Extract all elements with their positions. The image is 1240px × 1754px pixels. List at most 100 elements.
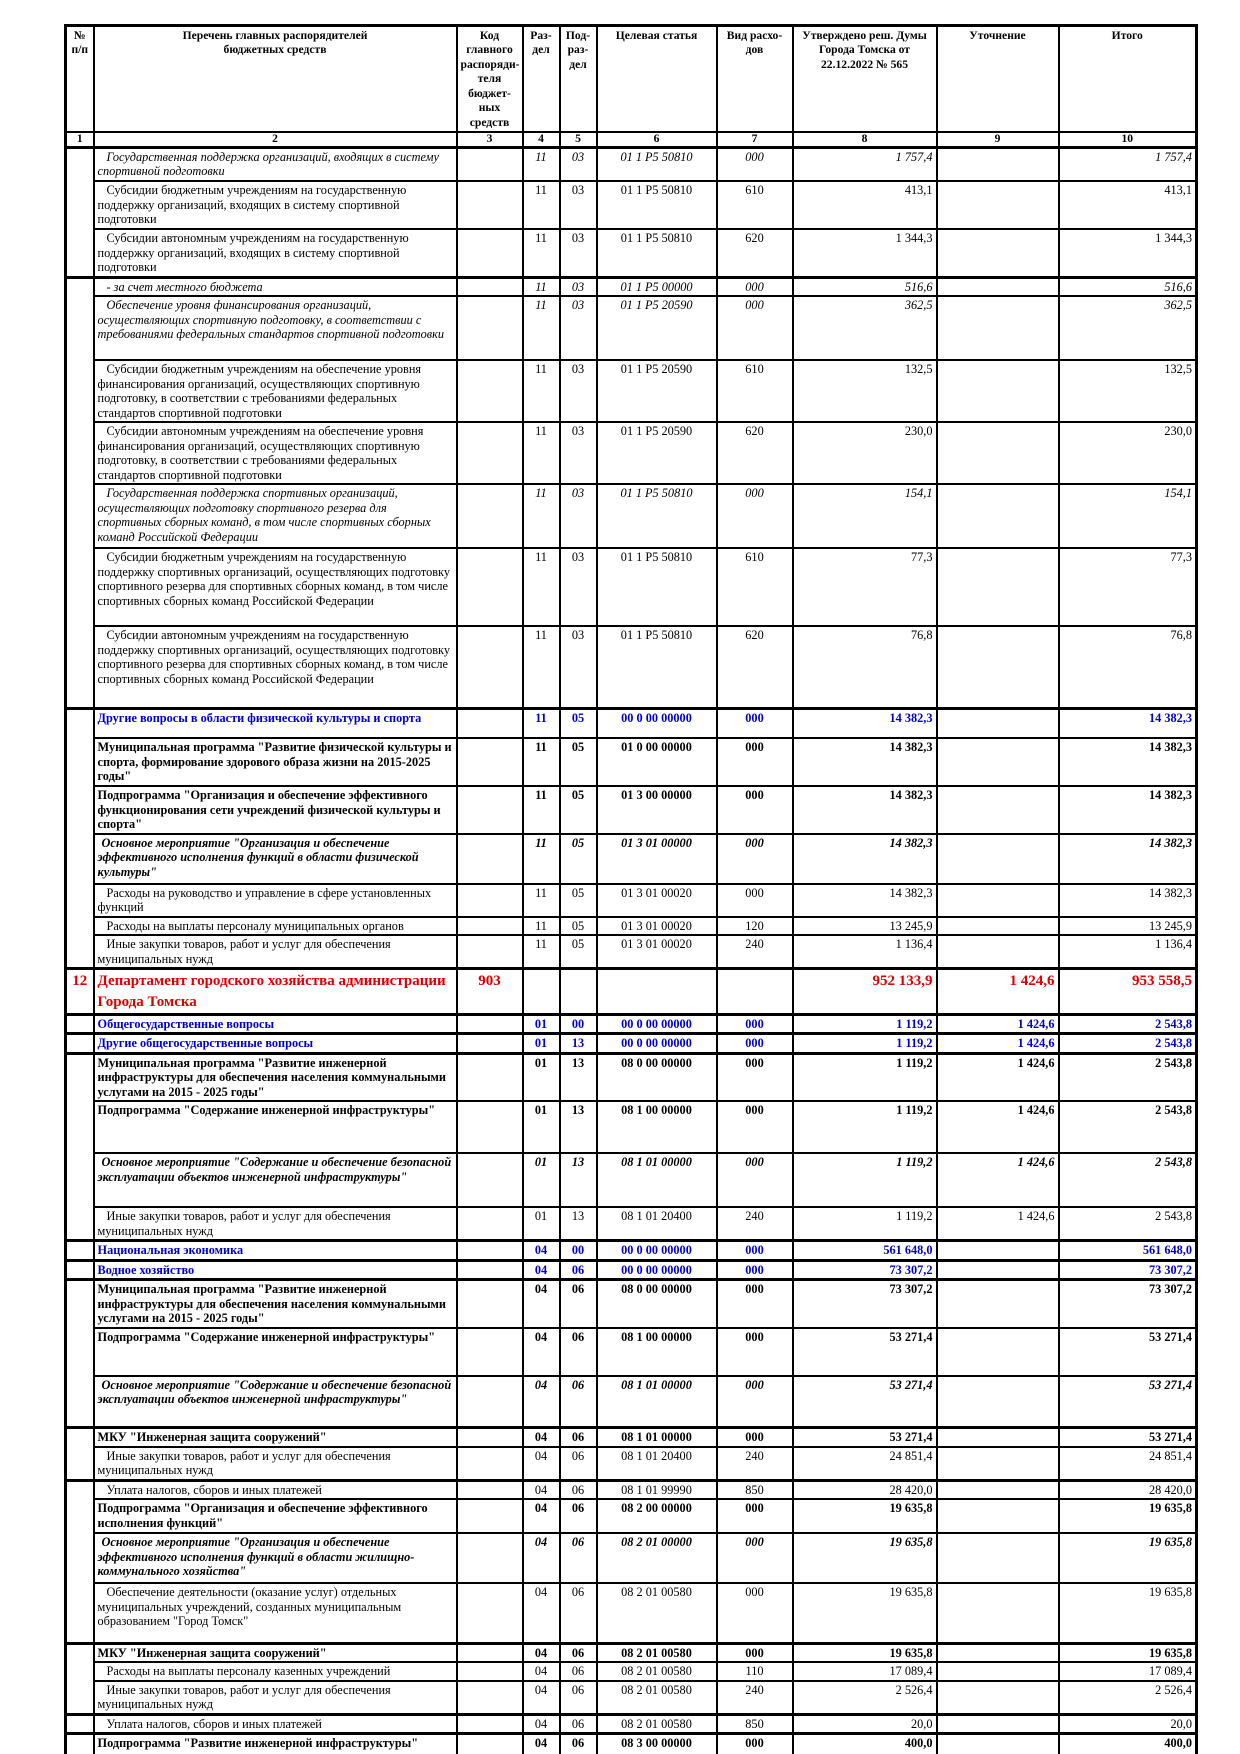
col-header-podrazdel: Под- раз- дел xyxy=(558,24,598,134)
table-row: Субсидии бюджетным учреждениям на госуда… xyxy=(64,547,1198,628)
cell-grbs-code xyxy=(455,1012,524,1035)
cell-expense-type: 000 xyxy=(715,1239,794,1262)
table-row: Подпрограмма "Развитие инженерной инфрас… xyxy=(64,1732,1198,1754)
cell-grbs-name: Департамент городского хозяйства админис… xyxy=(92,967,458,1016)
cell-approved-amount: 19 635,8 xyxy=(791,1532,938,1585)
cell-row-number xyxy=(64,833,95,884)
cell-razdel: 11 xyxy=(521,483,561,550)
cell-razdel: 11 xyxy=(521,547,561,628)
cell-approved-amount: 14 382,3 xyxy=(791,785,938,835)
cell-razdel: 04 xyxy=(521,1661,561,1682)
cell-target-article: 01 1 Р5 20590 xyxy=(595,295,718,362)
cell-grbs-name: Национальная экономика xyxy=(92,1239,458,1262)
cell-approved-amount: 400,0 xyxy=(791,1732,938,1754)
cell-adjustment-amount: 1 424,6 xyxy=(935,1051,1060,1103)
cell-target-article: 08 3 00 00000 xyxy=(595,1732,718,1754)
cell-target-article: 01 1 Р5 50810 xyxy=(595,547,718,628)
cell-grbs-name: Расходы на руководство и управление в сф… xyxy=(92,882,458,918)
cell-approved-amount: 516,6 xyxy=(791,275,938,298)
cell-target-article: 01 1 Р5 20590 xyxy=(595,359,718,424)
cell-target-article: 08 1 00 00000 xyxy=(595,1100,718,1155)
cell-approved-amount: 1 344,3 xyxy=(791,228,938,279)
cell-approved-amount: 362,5 xyxy=(791,295,938,362)
col-number: 4 xyxy=(521,131,561,149)
header-label-row: № п/п Перечень главных распорядителей бю… xyxy=(64,24,1198,134)
cell-target-article: 01 1 Р5 00000 xyxy=(595,275,718,298)
cell-approved-amount: 132,5 xyxy=(791,359,938,424)
cell-grbs-name: Государственная поддержка организаций, в… xyxy=(92,146,458,183)
cell-grbs-code xyxy=(455,146,524,183)
cell-target-article: 01 1 Р5 50810 xyxy=(595,483,718,550)
cell-approved-amount: 154,1 xyxy=(791,483,938,550)
cell-grbs-name: Расходы на выплаты персоналу муниципальн… xyxy=(92,915,458,937)
cell-approved-amount: 1 119,2 xyxy=(791,1152,938,1209)
cell-approved-amount: 413,1 xyxy=(791,180,938,231)
cell-adjustment-amount xyxy=(935,785,1060,835)
cell-expense-type: 000 xyxy=(715,1100,794,1155)
cell-razdel: 11 xyxy=(521,737,561,788)
col-number: 10 xyxy=(1057,131,1198,149)
cell-total-amount: 14 382,3 xyxy=(1057,737,1198,788)
cell-target-article: 01 1 Р5 50810 xyxy=(595,146,718,183)
cell-razdel: 11 xyxy=(521,146,561,183)
table-row: Субсидии бюджетным учреждениям на обеспе… xyxy=(64,359,1198,424)
cell-target-article: 08 1 01 00000 xyxy=(595,1152,718,1209)
cell-podrazdel: 13 xyxy=(558,1100,598,1155)
cell-podrazdel: 06 xyxy=(558,1374,598,1429)
cell-row-number xyxy=(64,1153,95,1208)
cell-approved-amount: 73 307,2 xyxy=(791,1258,938,1281)
cell-grbs-code xyxy=(455,1641,524,1664)
cell-row-number xyxy=(64,275,95,297)
table-row: Национальная экономика 04 00 00 0 00 000… xyxy=(64,1239,1198,1262)
cell-approved-amount: 14 382,3 xyxy=(791,832,938,885)
cell-razdel: 01 xyxy=(521,1051,561,1103)
cell-podrazdel: 05 xyxy=(558,832,598,885)
cell-total-amount: 2 526,4 xyxy=(1057,1679,1198,1716)
cell-grbs-code xyxy=(455,1732,524,1754)
cell-adjustment-amount xyxy=(935,882,1060,918)
cell-expense-type: 620 xyxy=(715,228,794,279)
cell-row-number xyxy=(64,1375,95,1428)
cell-target-article: 08 2 01 00580 xyxy=(595,1641,718,1664)
cell-row-number xyxy=(64,1583,95,1644)
cell-total-amount: 2 543,8 xyxy=(1057,1206,1198,1242)
cell-podrazdel: 06 xyxy=(558,1498,598,1535)
cell-row-number xyxy=(64,1641,95,1663)
cell-razdel: 01 xyxy=(521,1152,561,1209)
cell-target-article: 01 1 Р5 50810 xyxy=(595,180,718,231)
cell-expense-type: 000 xyxy=(715,1582,794,1645)
cell-razdel: 11 xyxy=(521,359,561,424)
cell-approved-amount: 53 271,4 xyxy=(791,1326,938,1377)
cell-target-article xyxy=(595,967,718,1016)
cell-expense-type: 000 xyxy=(715,483,794,550)
cell-podrazdel: 03 xyxy=(558,359,598,424)
cell-grbs-name: Субсидии автономным учреждениям на госуд… xyxy=(92,625,458,710)
cell-razdel: 04 xyxy=(521,1426,561,1448)
cell-grbs-name: Другие вопросы в области физической куль… xyxy=(92,706,458,740)
cell-grbs-code xyxy=(455,1051,524,1103)
cell-adjustment-amount xyxy=(935,1426,1060,1448)
table-row: Расходы на выплаты персоналу казенных уч… xyxy=(64,1661,1198,1682)
cell-podrazdel: 00 xyxy=(558,1239,598,1262)
cell-grbs-code xyxy=(455,1445,524,1482)
cell-row-number xyxy=(64,1207,95,1241)
col-number: 1 xyxy=(64,131,95,149)
cell-total-amount: 77,3 xyxy=(1057,547,1198,628)
cell-row-number xyxy=(64,1533,95,1584)
cell-grbs-name: - за счет местного бюджета xyxy=(92,275,458,298)
cell-razdel: 04 xyxy=(521,1478,561,1501)
cell-podrazdel: 05 xyxy=(558,706,598,740)
table-row: - за счет местного бюджета 11 03 01 1 Р5… xyxy=(64,275,1198,298)
cell-podrazdel: 06 xyxy=(558,1258,598,1281)
cell-podrazdel xyxy=(558,967,598,1016)
table-row: Иные закупки товаров, работ и услуг для … xyxy=(64,1206,1198,1242)
cell-grbs-name: Обеспечение уровня финансирования органи… xyxy=(92,295,458,362)
cell-total-amount: 230,0 xyxy=(1057,421,1198,486)
cell-podrazdel: 03 xyxy=(558,625,598,710)
cell-target-article: 00 0 00 00000 xyxy=(595,1239,718,1262)
cell-approved-amount: 53 271,4 xyxy=(791,1426,938,1448)
cell-expense-type: 000 xyxy=(715,737,794,788)
cell-podrazdel: 03 xyxy=(558,180,598,231)
cell-razdel: 04 xyxy=(521,1445,561,1482)
cell-target-article: 08 0 00 00000 xyxy=(595,1051,718,1103)
